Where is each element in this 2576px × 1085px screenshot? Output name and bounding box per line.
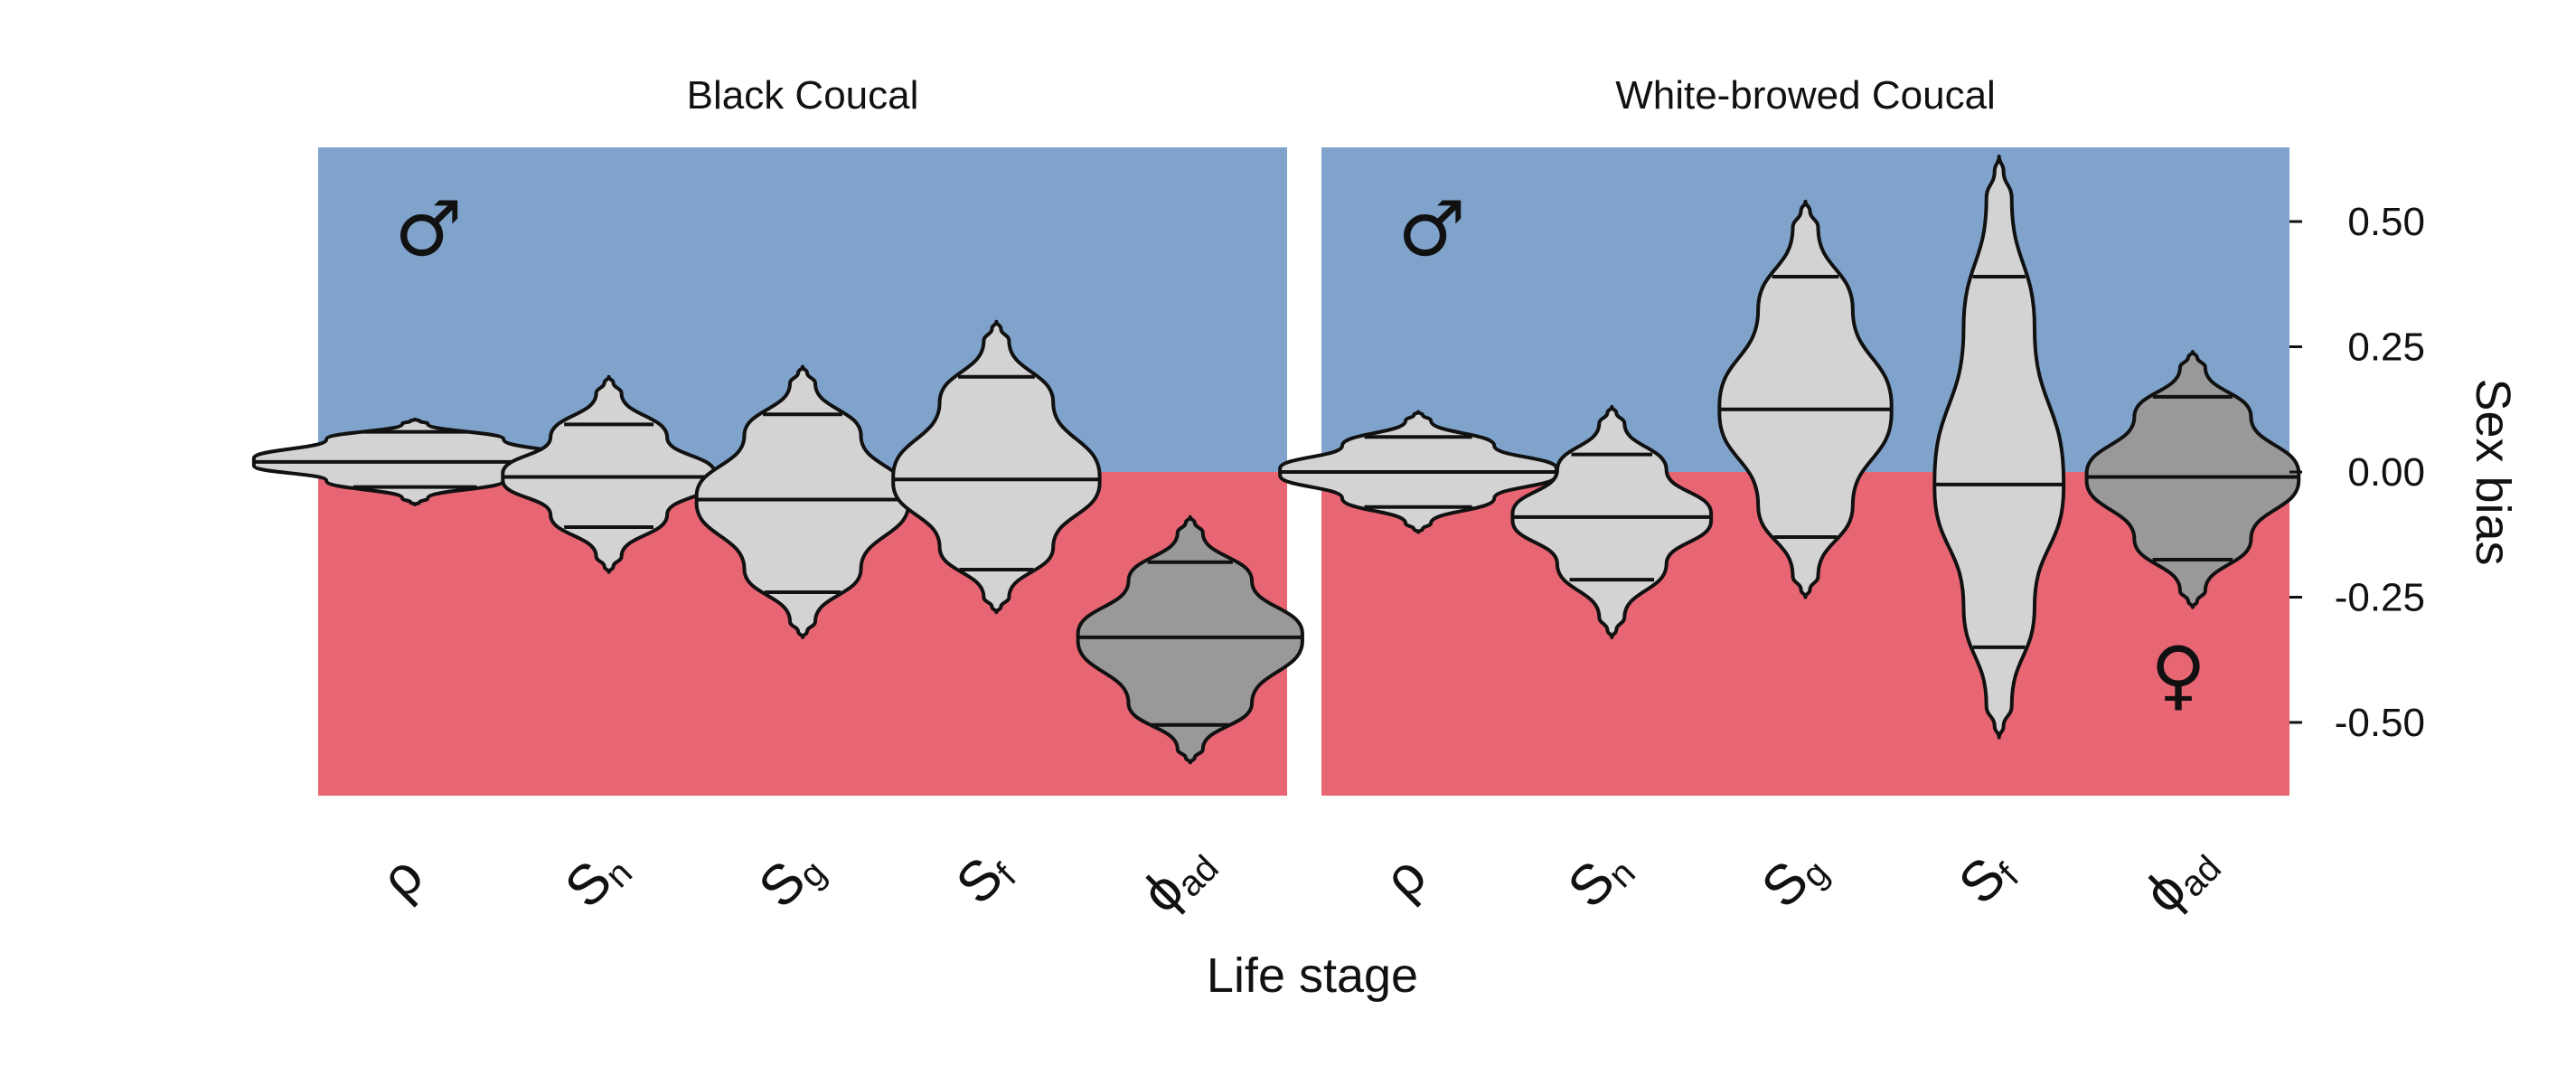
y-tick-label: 0.25 xyxy=(2347,326,2425,370)
violin-body xyxy=(1076,514,1304,765)
violin-Sn xyxy=(1510,404,1714,639)
x-axis-title: Life stage xyxy=(1207,948,1418,1003)
x-tick-label: ρ xyxy=(1372,844,1439,911)
violin-Sg xyxy=(694,364,911,639)
violin-ϕad xyxy=(1076,514,1304,765)
x-tick-label: ϕad xyxy=(1130,830,1227,927)
male-symbol-icon: ♂ xyxy=(394,184,462,273)
violin-body xyxy=(1717,199,1894,599)
female-symbol-icon: ♀ xyxy=(2150,630,2206,719)
violin-Sn xyxy=(501,374,717,574)
x-tick-label: Sg xyxy=(747,835,834,922)
x-tick-label: ρ xyxy=(369,844,436,911)
violin-Sg xyxy=(1717,199,1894,599)
violin-Sf xyxy=(891,319,1102,615)
x-tick-label: Sn xyxy=(1556,835,1643,922)
violin-ρ xyxy=(1278,410,1558,534)
panel-title: White-browed Coucal xyxy=(1615,73,1996,118)
x-tick-label: Sg xyxy=(1750,835,1837,922)
violin-ρ xyxy=(251,417,578,507)
x-tick-label: Sf xyxy=(945,838,1025,919)
violin-body xyxy=(891,319,1102,615)
violin-ϕad xyxy=(2084,350,2301,609)
violin-body xyxy=(501,374,717,574)
y-axis-title: Sex bias xyxy=(2466,378,2520,565)
panel-2: White-browed Coucal ♂ ♀ ρ Sn Sg Sf ϕad xyxy=(1278,73,2301,927)
y-tick-label: 0.50 xyxy=(2347,200,2425,244)
panel-1: Black Coucal ♂ ρ Sn Sg Sf ϕad xyxy=(251,73,1304,927)
violin-Sf xyxy=(1932,154,2066,740)
violin-body xyxy=(1932,154,2066,740)
y-tick-label: -0.50 xyxy=(2335,701,2425,745)
x-tick-label: Sn xyxy=(553,835,640,922)
y-axis: 0.50 0.25 0.00 -0.25 -0.50 xyxy=(2289,200,2425,745)
x-tick-label: ϕad xyxy=(2132,830,2229,927)
y-tick-label: -0.25 xyxy=(2335,576,2425,620)
x-tick-label: Sf xyxy=(1947,838,2027,919)
violin-body xyxy=(2084,350,2301,609)
violin-body xyxy=(1510,404,1714,639)
panel-title: Black Coucal xyxy=(687,73,919,118)
violin-body xyxy=(694,364,911,639)
male-symbol-icon: ♂ xyxy=(1397,184,1465,273)
y-tick-label: 0.00 xyxy=(2347,450,2425,495)
